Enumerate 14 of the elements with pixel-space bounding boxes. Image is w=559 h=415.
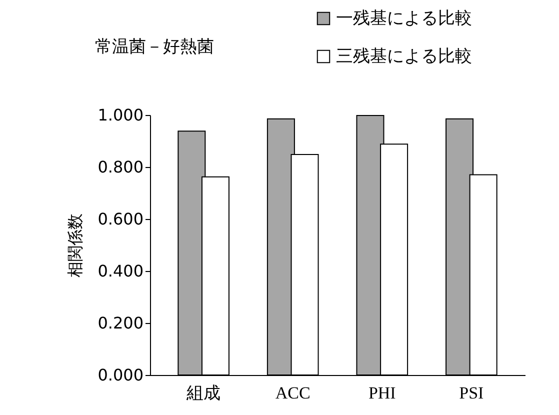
x-tick-label: 組成 [186, 384, 221, 402]
y-tick-label: 0.800 [98, 158, 144, 176]
x-tick-label: PHI [368, 384, 396, 402]
y-tick-label: 0.600 [98, 210, 144, 228]
x-tick-label: ACC [275, 384, 310, 402]
y-tick-label: 0.400 [98, 262, 144, 280]
legend-label: 三残基による比較 [336, 46, 472, 66]
y-tick-label: 0.200 [98, 314, 144, 332]
chart-title: 常温菌－好熱菌 [95, 37, 214, 57]
y-axis-title: 相関係数 [66, 214, 85, 278]
y-tick-label: 0.000 [98, 366, 144, 384]
y-tick-label: 1.000 [98, 106, 144, 124]
legend-label: 一残基による比較 [336, 8, 472, 28]
x-tick-label: PSI [459, 384, 484, 402]
